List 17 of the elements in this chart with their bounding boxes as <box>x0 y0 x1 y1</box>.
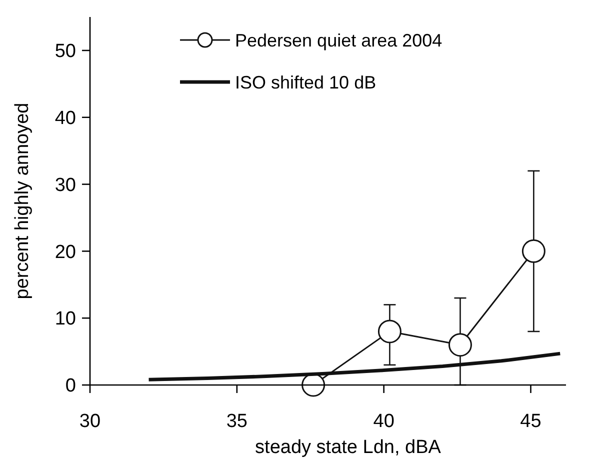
y-tick-label: 0 <box>65 376 76 397</box>
x-axis-title: steady state Ldn, dBA <box>255 437 442 458</box>
point <box>378 320 402 344</box>
point <box>448 333 472 357</box>
y-axis-title: percent highly annoyed <box>12 102 33 300</box>
x-tick-label: 35 <box>226 411 248 432</box>
legend-label: ISO shifted 10 dB <box>235 72 376 92</box>
legend-label: Pedersen quiet area 2004 <box>235 30 442 50</box>
x-tick-label: 30 <box>79 411 101 432</box>
point <box>522 239 546 263</box>
y-tick-label: 50 <box>54 41 76 62</box>
y-tick-label: 10 <box>54 308 76 330</box>
x-tick-label: 45 <box>520 411 542 432</box>
x-tick-label: 40 <box>373 411 394 432</box>
y-tick-label: 20 <box>54 242 76 263</box>
y-tick-label: 30 <box>54 174 76 196</box>
y-tick-label: 40 <box>54 108 76 130</box>
